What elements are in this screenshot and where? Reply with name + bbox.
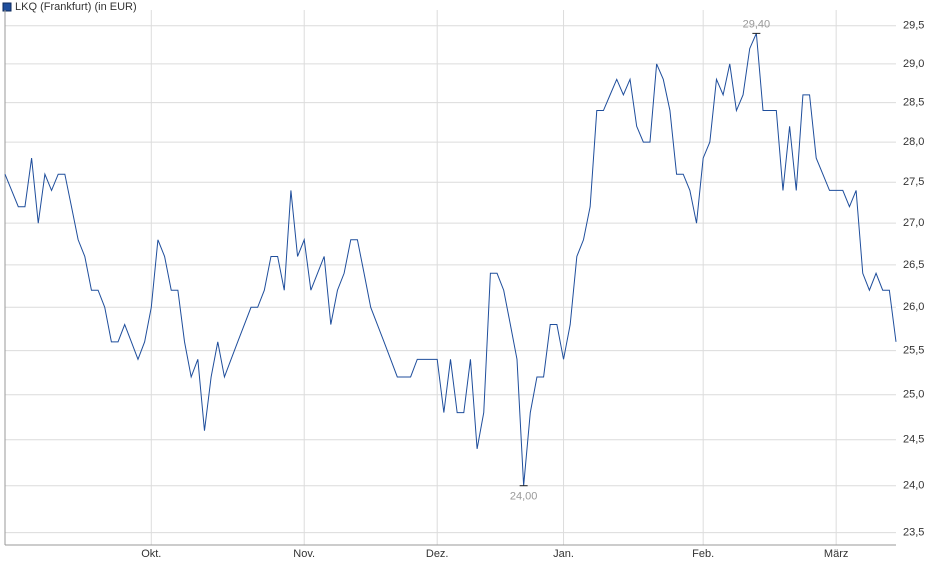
x-tick-label: Okt. (141, 548, 161, 560)
y-tick-label: 23,5 (903, 527, 924, 539)
y-tick-label: 24,5 (903, 434, 924, 446)
extreme-label: 29,40 (743, 18, 771, 30)
x-tick-label: Feb. (692, 548, 714, 560)
x-tick-label: März (824, 548, 848, 560)
y-tick-label: 27,0 (903, 217, 924, 229)
extreme-label: 24,00 (510, 491, 538, 503)
y-tick-label: 28,5 (903, 97, 924, 109)
y-tick-label: 25,5 (903, 344, 924, 356)
y-tick-label: 27,5 (903, 176, 924, 188)
x-tick-label: Jan. (553, 548, 574, 560)
x-tick-label: Nov. (293, 548, 315, 560)
y-tick-label: 25,0 (903, 389, 924, 401)
y-tick-label: 29,0 (903, 58, 924, 70)
legend-label: LKQ (Frankfurt) (in EUR) (15, 1, 137, 13)
x-tick-label: Dez. (426, 548, 449, 560)
y-tick-label: 26,0 (903, 301, 924, 313)
y-tick-label: 26,5 (903, 259, 924, 271)
price-line (4, 33, 897, 486)
y-tick-label: 29,5 (903, 20, 924, 32)
legend-swatch (2, 2, 12, 12)
y-tick-label: 24,0 (903, 480, 924, 492)
y-tick-label: 28,0 (903, 136, 924, 148)
